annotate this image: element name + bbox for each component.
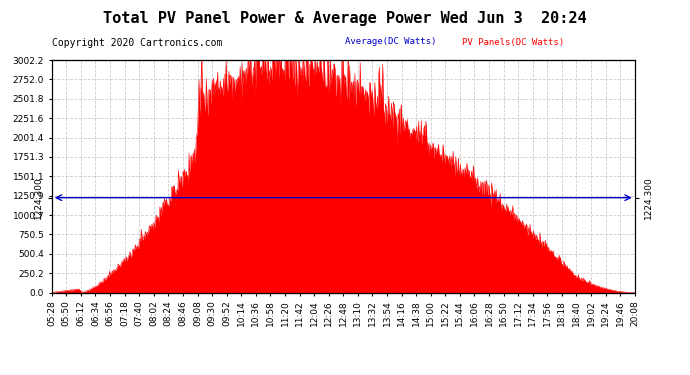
Text: Copyright 2020 Cartronics.com: Copyright 2020 Cartronics.com bbox=[52, 38, 222, 48]
Text: Total PV Panel Power & Average Power Wed Jun 3  20:24: Total PV Panel Power & Average Power Wed… bbox=[104, 11, 586, 26]
Text: Average(DC Watts): Average(DC Watts) bbox=[345, 38, 436, 46]
Text: PV Panels(DC Watts): PV Panels(DC Watts) bbox=[462, 38, 564, 46]
